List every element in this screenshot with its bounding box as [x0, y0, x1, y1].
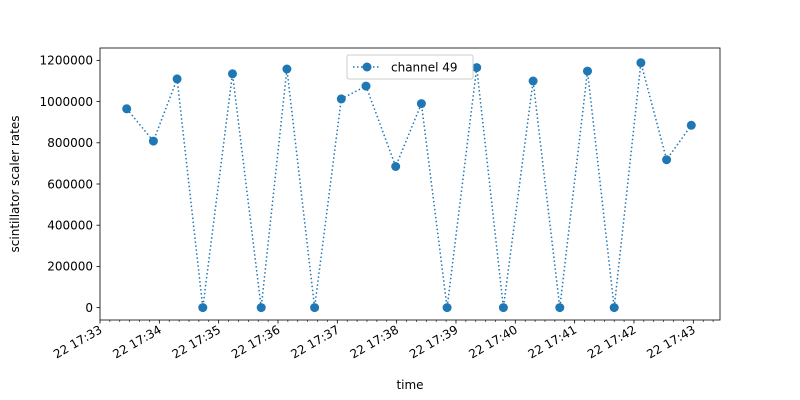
data-point — [609, 303, 619, 313]
data-point — [256, 303, 266, 313]
data-point — [148, 136, 158, 146]
y-tick-label: 200000 — [47, 260, 93, 274]
y-axis: 0 200000 400000 600000 800000 1000000 1200000 — [40, 54, 100, 315]
data-point — [228, 69, 237, 79]
y-tick-label: 800000 — [47, 136, 93, 150]
data-point — [336, 94, 346, 104]
y-tick-label: 1000000 — [40, 95, 93, 109]
legend: channel 49 — [346, 54, 474, 80]
data-point — [391, 162, 401, 171]
legend-box — [346, 54, 474, 80]
x-axis-label: time — [396, 378, 423, 392]
data-point — [172, 74, 182, 84]
legend-label: channel 49 — [391, 60, 458, 74]
y-axis-label: scintillator scaler rates — [8, 116, 22, 253]
y-tick-label: 400000 — [47, 219, 93, 233]
series-line — [126, 62, 692, 308]
legend-marker-icon — [362, 62, 372, 72]
data-point — [528, 76, 538, 86]
data-point — [686, 120, 696, 130]
data-point — [361, 81, 371, 91]
data-point — [198, 303, 208, 313]
data-point — [282, 64, 292, 74]
y-tick-label: 0 — [85, 301, 93, 315]
data-point — [662, 155, 672, 165]
data-point — [310, 303, 320, 313]
data-point — [122, 104, 132, 114]
series-layer — [122, 58, 696, 313]
y-tick-label: 600000 — [47, 177, 93, 191]
data-point — [472, 63, 482, 73]
data-point — [498, 303, 508, 313]
data-point — [442, 303, 452, 313]
data-point — [636, 58, 646, 68]
data-point — [555, 303, 565, 313]
data-point — [583, 66, 592, 76]
y-tick-label: 1200000 — [40, 54, 93, 68]
data-point — [416, 99, 426, 109]
